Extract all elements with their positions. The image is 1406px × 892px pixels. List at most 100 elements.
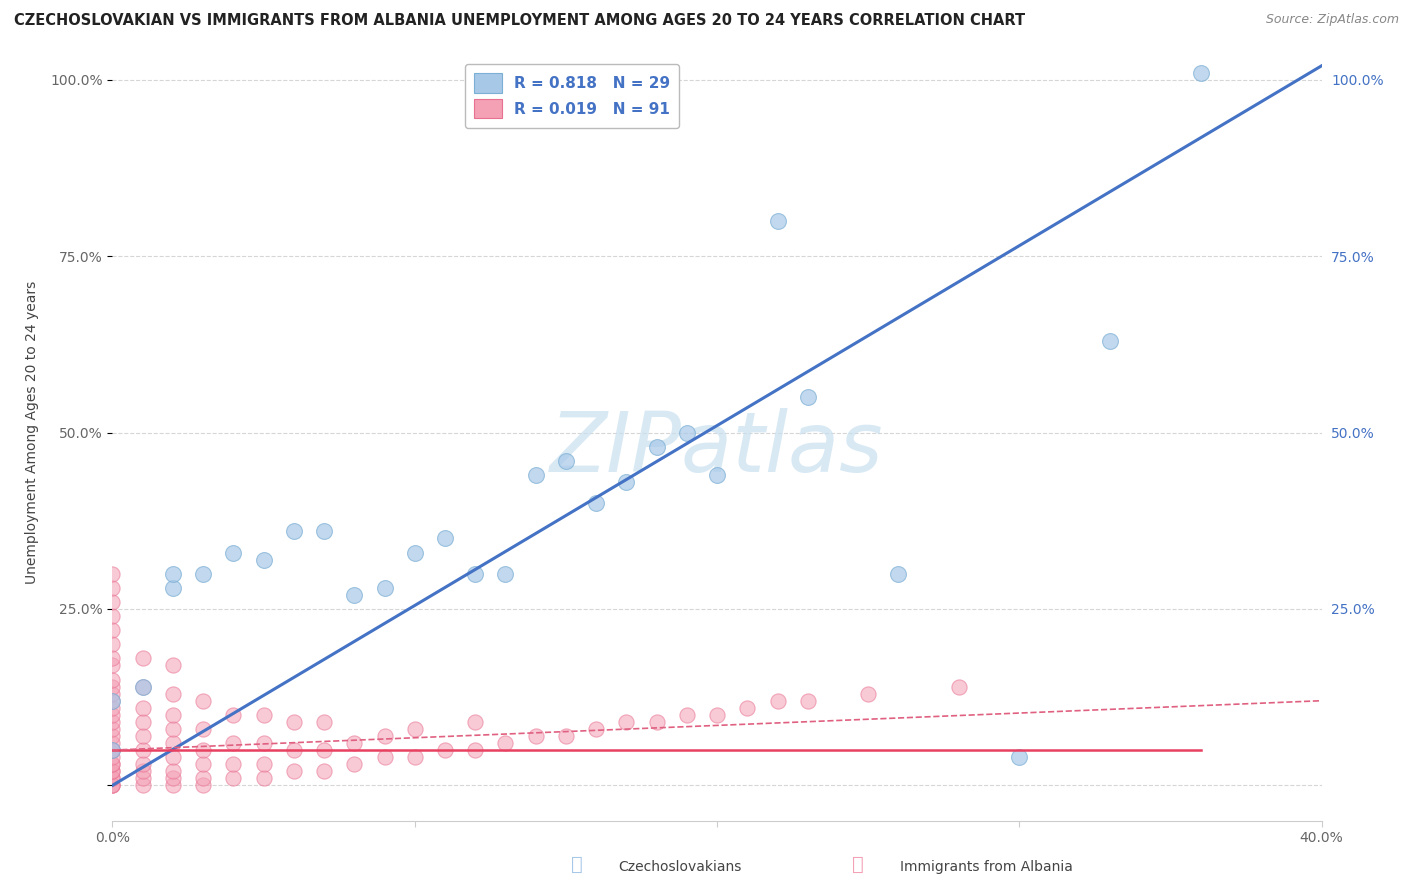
Point xyxy=(222,736,245,750)
Point xyxy=(404,722,426,736)
Point xyxy=(374,750,396,764)
Point xyxy=(737,700,759,714)
Point xyxy=(101,743,124,757)
Point xyxy=(162,764,184,779)
Point xyxy=(253,772,276,786)
Point xyxy=(132,743,155,757)
Point xyxy=(162,658,184,673)
Point xyxy=(675,425,697,440)
Point xyxy=(132,729,155,743)
Point xyxy=(222,757,245,772)
Text: ZIPatlas: ZIPatlas xyxy=(550,408,884,489)
Point xyxy=(495,566,517,581)
Point xyxy=(464,566,486,581)
Point xyxy=(101,694,124,708)
Point xyxy=(253,707,276,722)
Point xyxy=(191,778,214,792)
Point xyxy=(404,750,426,764)
Point xyxy=(101,673,124,687)
Point xyxy=(585,496,607,510)
Point xyxy=(101,757,124,772)
Point xyxy=(433,743,456,757)
Point xyxy=(374,581,396,595)
Point xyxy=(162,707,184,722)
Point xyxy=(616,714,638,729)
Point xyxy=(101,680,124,694)
Point xyxy=(706,467,728,482)
Point xyxy=(101,764,124,779)
Point xyxy=(464,714,486,729)
Point xyxy=(101,743,124,757)
Point xyxy=(645,440,668,454)
Point xyxy=(101,729,124,743)
Point xyxy=(101,707,124,722)
Point xyxy=(464,743,486,757)
Point xyxy=(222,707,245,722)
Point xyxy=(856,687,880,701)
Text: ⬜: ⬜ xyxy=(571,855,582,874)
Point xyxy=(343,757,366,772)
Text: Czechoslovakians: Czechoslovakians xyxy=(619,860,742,874)
Point xyxy=(101,772,124,786)
Point xyxy=(162,581,184,595)
Legend: R = 0.818   N = 29, R = 0.019   N = 91: R = 0.818 N = 29, R = 0.019 N = 91 xyxy=(465,64,679,128)
Point xyxy=(101,700,124,714)
Text: ⬜: ⬜ xyxy=(852,855,863,874)
Point xyxy=(162,778,184,792)
Point xyxy=(1189,66,1212,80)
Point xyxy=(222,545,245,559)
Point xyxy=(374,729,396,743)
Point xyxy=(796,390,818,404)
Point xyxy=(101,714,124,729)
Point xyxy=(554,454,576,468)
Point xyxy=(101,694,124,708)
Point xyxy=(132,700,155,714)
Point xyxy=(132,778,155,792)
Point xyxy=(162,736,184,750)
Text: Source: ZipAtlas.com: Source: ZipAtlas.com xyxy=(1265,13,1399,27)
Point xyxy=(1098,334,1121,348)
Point xyxy=(495,736,517,750)
Y-axis label: Unemployment Among Ages 20 to 24 years: Unemployment Among Ages 20 to 24 years xyxy=(25,281,39,584)
Point xyxy=(283,714,305,729)
Point xyxy=(524,467,547,482)
Point xyxy=(283,524,305,539)
Point xyxy=(101,566,124,581)
Point xyxy=(283,743,305,757)
Point xyxy=(554,729,576,743)
Point xyxy=(796,694,818,708)
Point xyxy=(343,588,366,602)
Point xyxy=(191,722,214,736)
Point xyxy=(191,566,214,581)
Point xyxy=(162,722,184,736)
Point xyxy=(162,772,184,786)
Point xyxy=(101,772,124,786)
Text: CZECHOSLOVAKIAN VS IMMIGRANTS FROM ALBANIA UNEMPLOYMENT AMONG AGES 20 TO 24 YEAR: CZECHOSLOVAKIAN VS IMMIGRANTS FROM ALBAN… xyxy=(14,13,1025,29)
Point xyxy=(585,722,607,736)
Point xyxy=(101,743,124,757)
Point xyxy=(132,757,155,772)
Point xyxy=(101,637,124,651)
Point xyxy=(101,623,124,637)
Point xyxy=(314,714,336,729)
Point xyxy=(101,581,124,595)
Point xyxy=(253,736,276,750)
Point xyxy=(343,736,366,750)
Point xyxy=(706,707,728,722)
Point xyxy=(101,609,124,624)
Point xyxy=(132,764,155,779)
Point xyxy=(101,750,124,764)
Point xyxy=(191,757,214,772)
Point xyxy=(191,694,214,708)
Point xyxy=(101,658,124,673)
Point xyxy=(162,566,184,581)
Point xyxy=(222,772,245,786)
Point xyxy=(191,743,214,757)
Point xyxy=(616,475,638,489)
Point xyxy=(101,757,124,772)
Point xyxy=(524,729,547,743)
Point xyxy=(132,772,155,786)
Point xyxy=(766,214,789,228)
Point xyxy=(253,552,276,566)
Point xyxy=(101,722,124,736)
